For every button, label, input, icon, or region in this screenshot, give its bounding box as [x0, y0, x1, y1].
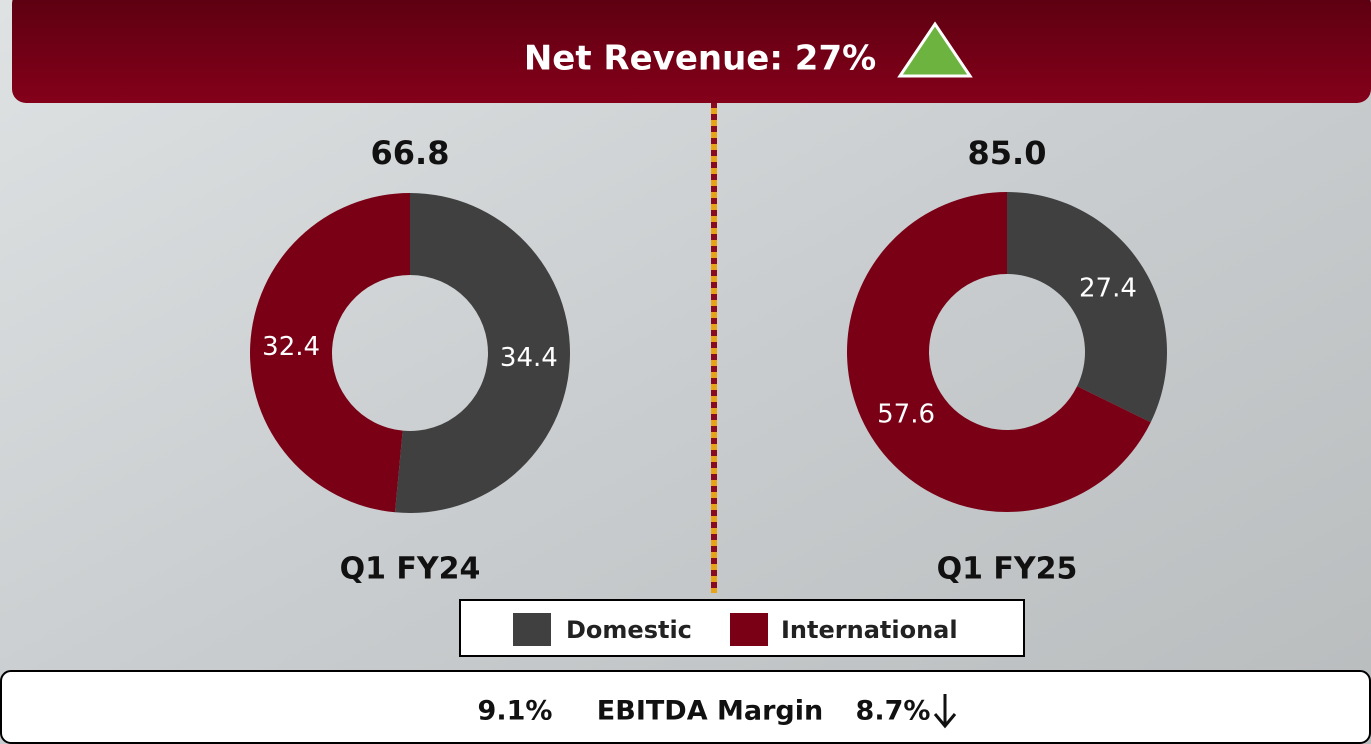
- divider: [711, 103, 717, 593]
- donut-segment: [1007, 192, 1167, 423]
- legend-swatch: [730, 613, 768, 646]
- footer-label: EBITDA Margin: [597, 696, 823, 727]
- data-label: 32.4: [262, 332, 320, 362]
- chart-title: 66.8: [371, 134, 450, 172]
- footer-left: 9.1%: [478, 696, 553, 727]
- data-label: 57.6: [877, 400, 935, 430]
- donut-segment: [394, 193, 571, 513]
- chart-label: Q1 FY25: [937, 552, 1078, 587]
- data-label: 34.4: [500, 343, 558, 373]
- donut-segment: [250, 193, 410, 513]
- data-label: 27.4: [1079, 273, 1137, 303]
- legend-swatch: [513, 613, 551, 646]
- footer-box: [0, 670, 1371, 744]
- footer-right: 8.7%: [856, 696, 931, 727]
- up-triangle-icon: [897, 21, 973, 78]
- down-arrow-icon: [933, 694, 957, 729]
- chart-title: 85.0: [968, 134, 1047, 172]
- legend-label: Domestic: [566, 616, 692, 644]
- donut-segment: [847, 192, 1151, 512]
- chart-label: Q1 FY24: [340, 552, 481, 587]
- header-band: [12, 0, 1371, 103]
- header-title: Net Revenue: 27%: [524, 39, 876, 79]
- legend-label: International: [781, 616, 958, 644]
